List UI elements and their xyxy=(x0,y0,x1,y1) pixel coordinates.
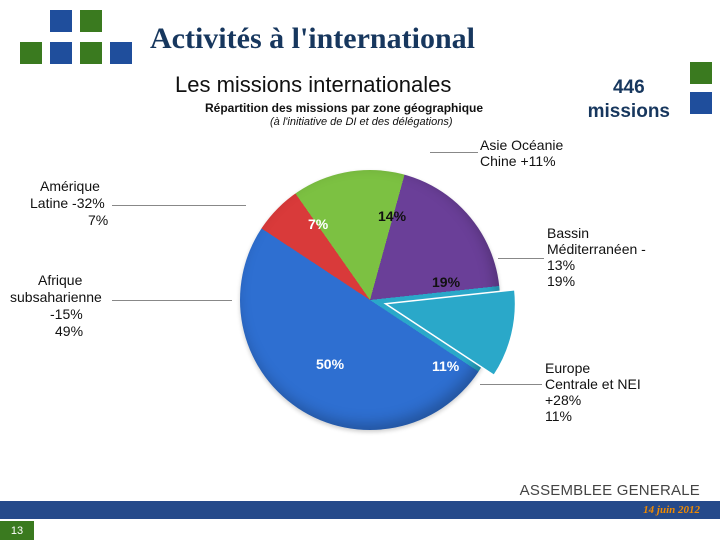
ext-label-afrique-1: Afrique xyxy=(38,272,82,288)
decor-square xyxy=(50,42,72,64)
ext-label-asie: Asie Océanie Chine +11% xyxy=(480,137,563,169)
leader-amerique xyxy=(112,205,246,206)
decor-square xyxy=(690,92,712,114)
page-number: 13 xyxy=(0,521,34,540)
ext-label-afrique-2: subsaharienne xyxy=(10,289,102,305)
pie-pulled-slice xyxy=(230,160,530,460)
footer-band xyxy=(0,501,720,519)
ext-label-amer-2: Latine -32% xyxy=(30,195,105,211)
leader-europe xyxy=(480,384,542,385)
slide: Activités à l'international Les missions… xyxy=(0,0,720,540)
footer-date: 14 juin 2012 xyxy=(643,504,700,516)
leader-bassin xyxy=(498,258,544,259)
decor-square xyxy=(110,42,132,64)
slice-label-bassin: 19% xyxy=(432,274,460,290)
count-value: 446 xyxy=(588,76,670,100)
page-title: Activités à l'international xyxy=(150,22,475,56)
decor-square xyxy=(80,42,102,64)
pie-chart: 14% 19% 11% 50% 7% xyxy=(230,160,510,440)
decor-square xyxy=(20,42,42,64)
ext-label-amer-1: Amérique xyxy=(40,178,100,194)
ext-label-europe: Europe Centrale et NEI +28% 11% xyxy=(545,360,641,424)
ext-label-amer-3: 7% xyxy=(88,212,108,228)
subtitle: Les missions internationales xyxy=(175,72,451,98)
decor-square xyxy=(690,62,712,84)
leader-asie xyxy=(430,152,478,153)
subtitle-2: Répartition des missions par zone géogra… xyxy=(205,101,483,115)
decor-square xyxy=(80,10,102,32)
count-unit: missions xyxy=(588,100,670,124)
slice-label-europe: 11% xyxy=(432,358,459,374)
slice-label-asie: 14% xyxy=(378,208,406,224)
decor-square xyxy=(50,10,72,32)
subtitle-3: (à l'initiative de DI et des délégations… xyxy=(270,116,452,128)
ext-label-afrique-3: -15% xyxy=(50,306,83,322)
footer-assemblee: ASSEMBLEE GENERALE xyxy=(520,482,700,499)
leader-afrique xyxy=(112,300,232,301)
ext-label-afrique-4: 49% xyxy=(55,323,83,339)
ext-label-bassin: Bassin Méditerranéen - 13% 19% xyxy=(547,225,646,289)
slice-label-amerique: 7% xyxy=(308,216,328,232)
mission-count: 446 missions xyxy=(588,76,670,124)
slice-label-afrique: 50% xyxy=(316,356,344,372)
